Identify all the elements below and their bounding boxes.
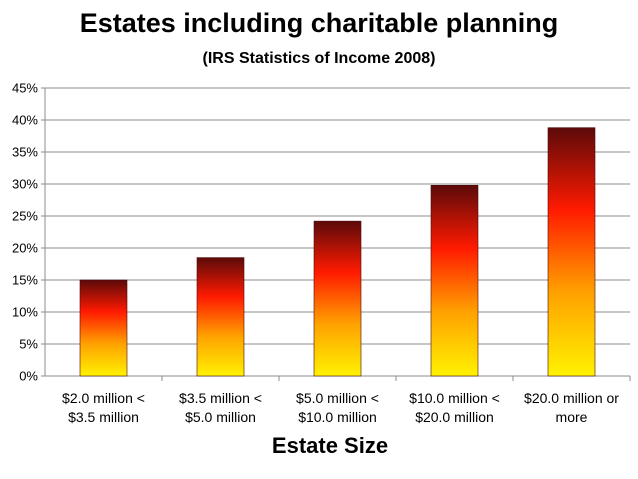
category-labels: $2.0 million < $3.5 million $3.5 million <… [62,390,619,425]
bar [313,220,362,377]
category-label: $10.0 million < [409,390,500,406]
bar [196,257,245,377]
category-label: $20.0 million [415,409,494,425]
category-label: $3.5 million < [179,390,262,406]
bar [430,184,479,377]
y-tick-label: 5% [19,337,38,352]
category-label: $5.0 million < [296,390,379,406]
y-tick-labels: 0% 5% 10% 15% 20% 25% 30% 35% 40% 45% [12,81,38,384]
y-tick-label: 35% [12,145,38,160]
y-tick-label: 30% [12,177,38,192]
category-label: $5.0 million [185,409,256,425]
category-label: $2.0 million < [62,390,145,406]
x-axis-label: Estate Size [271,433,389,458]
bar [547,127,596,377]
y-tick-label: 15% [12,273,38,288]
category-label: $10.0 million [298,409,377,425]
bars [79,127,596,377]
y-tick-label: 45% [12,81,38,96]
chart-subtitle: (IRS Statistics of Income 2008) [202,50,436,67]
y-tick-label: 25% [12,209,38,224]
bar [79,279,128,377]
y-tick-label: 20% [12,241,38,256]
chart-title: Estates including charitable planning [79,8,559,38]
y-tick-label: 10% [12,305,38,320]
category-label: $3.5 million [68,409,139,425]
category-label: $20.0 million or [524,390,619,406]
y-tick-label: 0% [19,369,38,384]
y-tick-label: 40% [12,113,38,128]
category-label: more [556,409,588,425]
